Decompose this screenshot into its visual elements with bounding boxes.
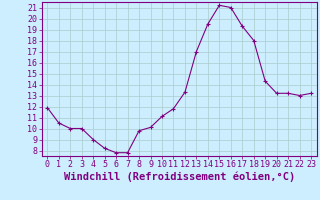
X-axis label: Windchill (Refroidissement éolien,°C): Windchill (Refroidissement éolien,°C) xyxy=(64,172,295,182)
